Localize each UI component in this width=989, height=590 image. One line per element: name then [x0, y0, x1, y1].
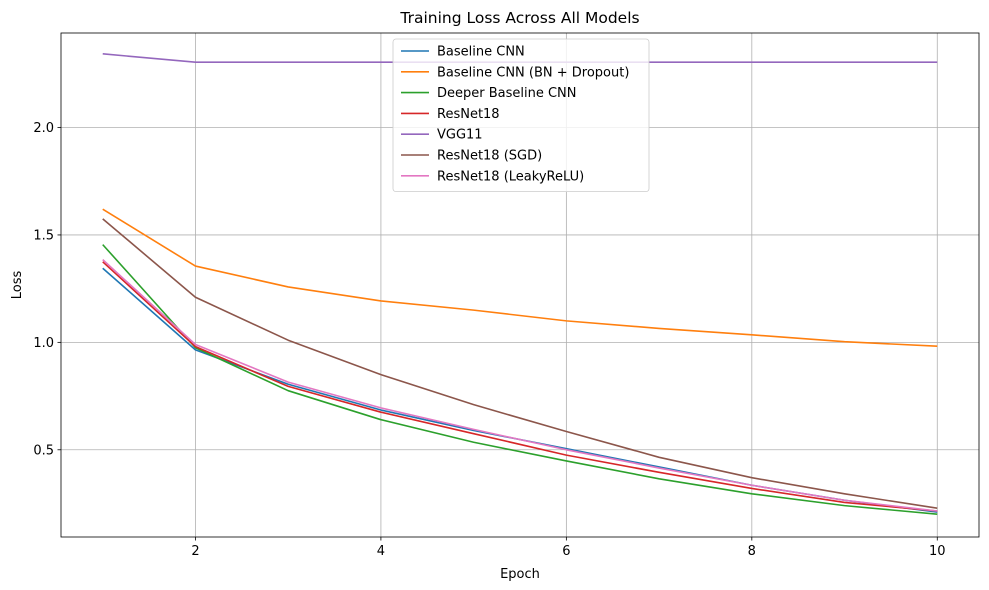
axis-ticks: 2 4 6 8 10 0.5 1.0 1.5 2.0: [33, 121, 945, 559]
legend-label: ResNet18: [437, 107, 500, 122]
y-tick-label: 2.0: [33, 121, 54, 136]
x-axis-label: Epoch: [500, 567, 540, 582]
x-tick-label: 4: [377, 544, 385, 559]
x-tick-label: 6: [562, 544, 570, 559]
legend: Baseline CNN Baseline CNN (BN + Dropout) D…: [392, 38, 650, 193]
legend-label: VGG11: [437, 128, 483, 143]
series-line: [102, 218, 938, 510]
series-line: [102, 259, 938, 512]
chart-title: Training Loss Across All Models: [399, 9, 639, 27]
x-tick-label: 2: [191, 544, 199, 559]
legend-label: Baseline CNN: [437, 45, 525, 60]
y-axis-label: Loss: [10, 271, 25, 300]
series-line: [102, 208, 938, 348]
legend-label: ResNet18 (LeakyReLU): [437, 169, 584, 184]
x-tick-label: 10: [929, 544, 946, 559]
legend-label: Baseline CNN (BN + Dropout): [437, 65, 629, 80]
series-line: [102, 244, 938, 516]
y-tick-label: 0.5: [33, 443, 54, 458]
y-tick-label: 1.5: [33, 228, 54, 243]
y-tick-label: 1.0: [33, 336, 54, 351]
legend-label: ResNet18 (SGD): [437, 149, 542, 164]
legend-label: Deeper Baseline CNN: [437, 86, 577, 101]
x-tick-label: 8: [748, 544, 756, 559]
legend-box: [392, 38, 650, 193]
series-line: [102, 261, 938, 512]
plot-frame: [60, 32, 980, 538]
